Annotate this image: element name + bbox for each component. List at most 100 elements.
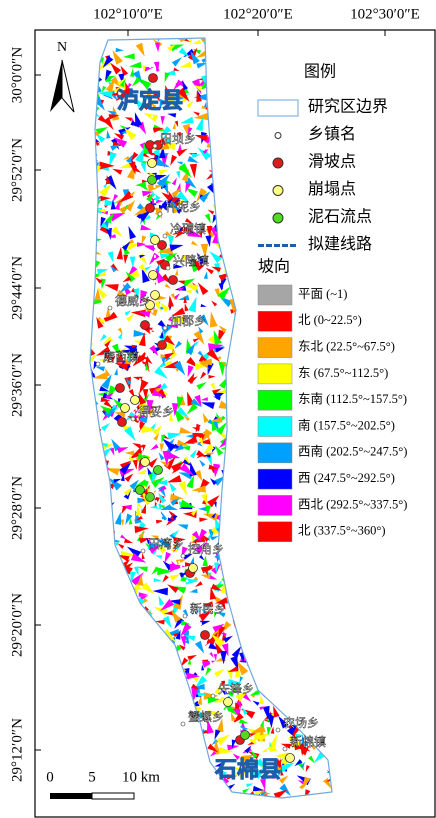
aspect-label: 东北 (22.5°~67.5°) [298,339,395,353]
legend-symbol [258,100,298,116]
town-label: 得妥乡 [138,404,174,419]
town-dot [181,722,185,726]
aspect-swatch [258,338,292,358]
aspect-swatch [258,364,292,384]
hazard-point [116,384,125,393]
legend-symbol [273,186,283,196]
scale-label: 0 [46,769,54,785]
hazard-point [131,396,140,405]
aspect-label: 西 (247.5°~292.5°) [298,471,395,485]
hazard-point [149,74,158,83]
lat-label: 29°20′0″N [9,593,25,657]
lon-label: 102°30′0″E [350,6,420,22]
hazard-point [286,754,295,763]
page: N 102°10′0″E 102°20′0″E 102°30′0″E 30°0′0″N… [0,0,436,818]
aspect-swatch [258,311,292,331]
town-dot [181,554,185,558]
hazard-point [118,418,127,427]
hazard-point [158,341,167,350]
legend-label: 研究区边界 [308,98,388,116]
town-dot [211,694,215,698]
legend-label: 拟建线路 [308,235,372,253]
town-dot [166,266,170,270]
lat-label: 29°44′0″N [9,256,25,320]
hazard-point [146,204,155,213]
scale-label: 5 [88,769,96,785]
town-dot [163,326,167,330]
aspect-label: 西北 (292.5°~337.5°) [298,497,407,511]
aspect-swatch [258,285,292,305]
town-dot [153,144,157,148]
town-dot [96,362,100,366]
town-label: 加郡乡 [170,314,206,328]
hazard-point [241,731,250,740]
aspect-swatch [258,495,292,515]
hazard-point [151,236,160,245]
town-dot [183,614,187,618]
town-label: 冷碛镇 [170,222,206,236]
map: N 102°10′0″E 102°20′0″E 102°30′0″E 30°0′0″N… [0,0,436,818]
county-label: 泸定县 [117,88,183,113]
aspect-swatch [258,443,292,463]
town-label: 挖角乡 [188,541,224,556]
town-dot [276,728,280,732]
town-label: 田湾乡 [148,536,184,551]
lon-label: 102°20′0″E [223,6,293,22]
town-label: 德威乡 [115,293,151,308]
town-dot [108,306,112,310]
town-label: 田坝乡 [160,132,196,146]
town-label: 农场乡 [283,716,319,730]
lat-label: 29°12′0″N [9,718,25,782]
north-label: N [57,40,67,55]
hazard-point [201,631,210,640]
town-dot [141,549,145,553]
aspect-swatch [258,522,292,542]
lon-label: 102°10′0″E [93,6,163,22]
aspect-title: 坡向 [258,258,290,276]
hazard-point [148,159,157,168]
hazard-point [169,276,178,285]
town-label: 新棉镇 [290,734,326,749]
hazard-point [121,404,130,413]
legend-label: 泥石流点 [308,208,372,226]
scale-bar [50,793,134,799]
town-dot [131,417,135,421]
hazard-point [136,486,145,495]
hazard-point [149,271,158,280]
legend-label: 乡镇名 [308,125,356,143]
aspect-label: 西南 (202.5°~247.5°) [298,444,407,459]
aspect-label: 南 (157.5°~202.5°) [298,417,395,432]
aspect-swatch [258,417,292,437]
hazard-point [141,458,150,467]
hazard-point [224,698,233,707]
aspect-swatch [258,390,292,410]
hazard-point [189,564,198,573]
legend-symbol [273,158,283,168]
scale-label: 10 km [122,769,160,785]
legend-label: 崩塌点 [308,180,356,198]
town-label: 蟹螺乡 [188,709,224,724]
lat-label: 29°52′0″N [9,138,25,202]
legend-symbol [273,213,283,223]
town-label: 杵坭乡 [165,199,201,214]
lat-label: 29°36′0″N [9,353,25,417]
town-dot [283,747,287,751]
legend-title: 图例 [304,63,336,81]
aspect-label: 东南 (112.5°~157.5°) [298,391,407,406]
hazard-point [141,321,150,330]
aspect-label: 北 (337.5°~360°) [298,524,386,538]
town-dot [163,234,167,238]
town-label: 先锋乡 [218,682,254,696]
town-label: 磨西镇 [103,350,139,364]
aspect-label: 东 (67.5°~112.5°) [298,366,388,380]
hazard-point [146,493,155,502]
town-label: 新民乡 [190,601,226,616]
aspect-swatch [258,469,292,489]
town-dot [158,212,162,216]
legend-symbol [275,133,281,139]
lat-label: 30°0′0″N [9,47,25,104]
lat-label: 29°28′0″N [9,476,25,540]
hazard-point [154,466,163,475]
hazard-point [148,176,157,185]
town-label: 兴隆镇 [173,253,209,268]
